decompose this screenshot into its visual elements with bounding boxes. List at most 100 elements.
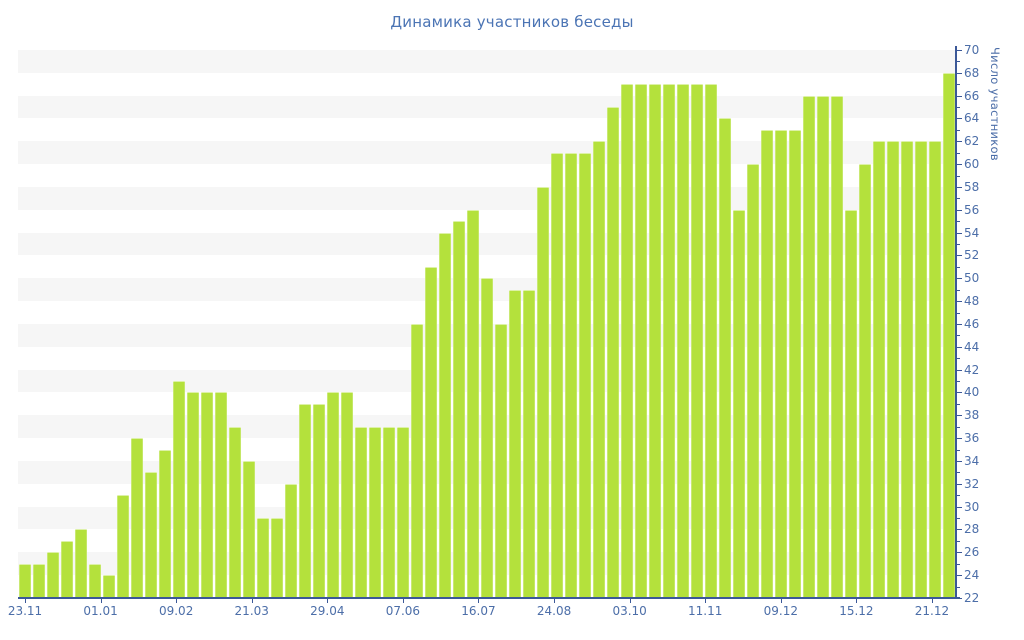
bar[interactable] bbox=[621, 84, 633, 598]
bar[interactable] bbox=[103, 575, 115, 598]
bar[interactable] bbox=[243, 460, 255, 598]
x-tick bbox=[251, 599, 253, 603]
bar[interactable] bbox=[117, 495, 129, 598]
bar[interactable] bbox=[215, 392, 227, 598]
bar[interactable] bbox=[747, 164, 759, 598]
y-tick-label: 36 bbox=[964, 431, 980, 446]
bar[interactable] bbox=[607, 107, 619, 598]
y-major-tick bbox=[957, 209, 962, 211]
bar[interactable] bbox=[551, 152, 563, 598]
bar[interactable] bbox=[355, 426, 367, 598]
bar[interactable] bbox=[537, 186, 549, 598]
y-major-tick bbox=[957, 415, 962, 417]
bar[interactable] bbox=[915, 141, 927, 598]
bar[interactable] bbox=[705, 84, 717, 598]
bar[interactable] bbox=[943, 72, 955, 598]
bar[interactable] bbox=[299, 403, 311, 598]
y-major-tick bbox=[957, 575, 962, 577]
x-tick bbox=[100, 599, 102, 603]
x-tick-label: 15.12 bbox=[839, 604, 874, 618]
bar[interactable] bbox=[803, 95, 815, 598]
bar[interactable] bbox=[719, 118, 731, 598]
y-minor-tick bbox=[957, 107, 960, 109]
y-tick-label: 68 bbox=[964, 65, 980, 80]
bar[interactable] bbox=[341, 392, 353, 598]
bar[interactable] bbox=[327, 392, 339, 598]
bar[interactable] bbox=[89, 563, 101, 598]
y-major-tick bbox=[957, 438, 962, 440]
x-tick-label: 29.04 bbox=[310, 604, 345, 618]
y-tick-label: 54 bbox=[964, 225, 980, 240]
bar[interactable] bbox=[201, 392, 213, 598]
y-tick-label: 26 bbox=[964, 545, 980, 560]
bar[interactable] bbox=[481, 278, 493, 598]
bar[interactable] bbox=[33, 563, 45, 598]
bar[interactable] bbox=[229, 426, 241, 598]
bar[interactable] bbox=[593, 141, 605, 598]
bar[interactable] bbox=[649, 84, 661, 598]
x-tick-label: 09.12 bbox=[763, 604, 798, 618]
bar[interactable] bbox=[789, 129, 801, 598]
y-tick-label: 64 bbox=[964, 111, 980, 126]
bar[interactable] bbox=[495, 323, 507, 598]
y-major-tick bbox=[957, 552, 962, 554]
bar[interactable] bbox=[411, 323, 423, 598]
bar[interactable] bbox=[887, 141, 899, 598]
bar[interactable] bbox=[131, 438, 143, 598]
y-major-tick bbox=[957, 301, 962, 303]
bar[interactable] bbox=[397, 426, 409, 598]
bar[interactable] bbox=[159, 449, 171, 598]
bar[interactable] bbox=[677, 84, 689, 598]
bar[interactable] bbox=[425, 266, 437, 598]
bar[interactable] bbox=[453, 221, 465, 598]
y-major-tick bbox=[957, 483, 962, 485]
y-major-tick bbox=[957, 164, 962, 166]
bar[interactable] bbox=[901, 141, 913, 598]
y-major-tick bbox=[957, 49, 962, 51]
bar[interactable] bbox=[187, 392, 199, 598]
y-tick-label: 30 bbox=[964, 499, 980, 514]
bar[interactable] bbox=[61, 540, 73, 598]
bar[interactable] bbox=[691, 84, 703, 598]
bar[interactable] bbox=[579, 152, 591, 598]
bar[interactable] bbox=[929, 141, 941, 598]
bar[interactable] bbox=[509, 289, 521, 598]
bar[interactable] bbox=[285, 483, 297, 598]
y-tick-label: 60 bbox=[964, 157, 980, 172]
bar[interactable] bbox=[257, 518, 269, 598]
bar[interactable] bbox=[439, 232, 451, 598]
bar[interactable] bbox=[873, 141, 885, 598]
bar[interactable] bbox=[523, 289, 535, 598]
x-tick-label: 24.08 bbox=[536, 604, 572, 618]
bar[interactable] bbox=[845, 209, 857, 598]
y-tick-label: 48 bbox=[964, 294, 980, 309]
bar[interactable] bbox=[761, 129, 773, 598]
x-tick bbox=[402, 599, 404, 603]
bar[interactable] bbox=[145, 472, 157, 598]
y-minor-tick bbox=[957, 289, 960, 291]
bar[interactable] bbox=[831, 95, 843, 598]
bar[interactable] bbox=[271, 518, 283, 598]
bar[interactable] bbox=[733, 209, 745, 598]
bar[interactable] bbox=[383, 426, 395, 598]
bar[interactable] bbox=[47, 552, 59, 598]
y-tick-label: 34 bbox=[964, 453, 980, 468]
bar[interactable] bbox=[467, 209, 479, 598]
bar[interactable] bbox=[635, 84, 647, 598]
x-tick-label: 01.01 bbox=[83, 604, 118, 618]
bar[interactable] bbox=[369, 426, 381, 598]
bar[interactable] bbox=[173, 381, 185, 598]
x-tick-label: 21.12 bbox=[914, 604, 950, 618]
bar[interactable] bbox=[313, 403, 325, 598]
bar[interactable] bbox=[663, 84, 675, 598]
bar[interactable] bbox=[75, 529, 87, 598]
bar[interactable] bbox=[817, 95, 829, 598]
y-minor-tick bbox=[957, 540, 960, 542]
bar[interactable] bbox=[859, 164, 871, 598]
y-minor-tick bbox=[957, 495, 960, 497]
bar[interactable] bbox=[775, 129, 787, 598]
bar[interactable] bbox=[565, 152, 577, 598]
y-minor-tick bbox=[957, 129, 960, 131]
bar[interactable] bbox=[19, 563, 31, 598]
grid-stripe bbox=[18, 186, 956, 210]
